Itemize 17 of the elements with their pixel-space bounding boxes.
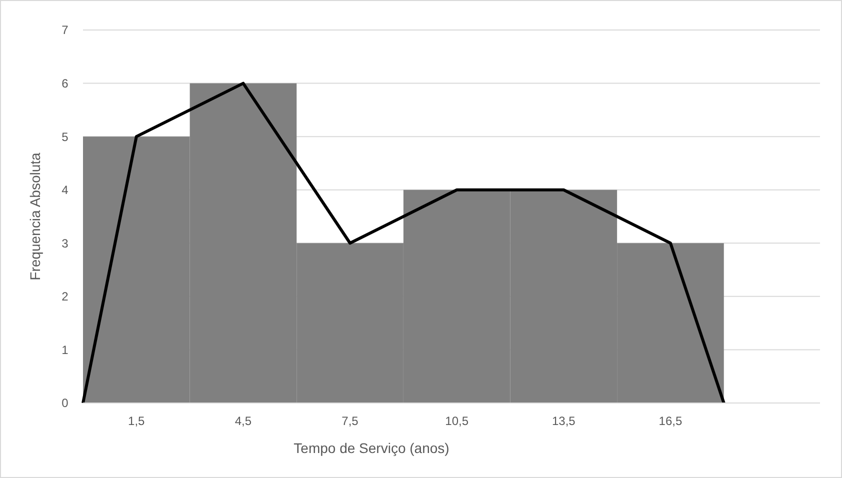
y-tick-label: 2 [62,290,69,304]
x-tick-label: 13,5 [552,414,576,428]
x-tick-label: 4,5 [234,414,252,428]
x-axis-title: Tempo de Serviço (anos) [294,440,450,456]
y-tick-label: 7 [62,23,69,38]
x-tick-label: 1,5 [128,414,146,428]
y-tick-label: 4 [62,183,69,198]
y-tick-label: 1 [62,342,69,357]
y-tick-label: 5 [62,130,69,144]
x-tick-label: 16,5 [658,414,682,428]
x-tick-label: 7,5 [342,414,359,428]
y-tick-label: 6 [62,76,69,90]
y-tick-label: 0 [62,396,69,410]
y-tick-label: 3 [62,236,69,250]
x-tick-label: 10,5 [445,414,469,428]
y-axis-title: Frequencia Absoluta [27,152,43,280]
line-series [82,82,726,404]
